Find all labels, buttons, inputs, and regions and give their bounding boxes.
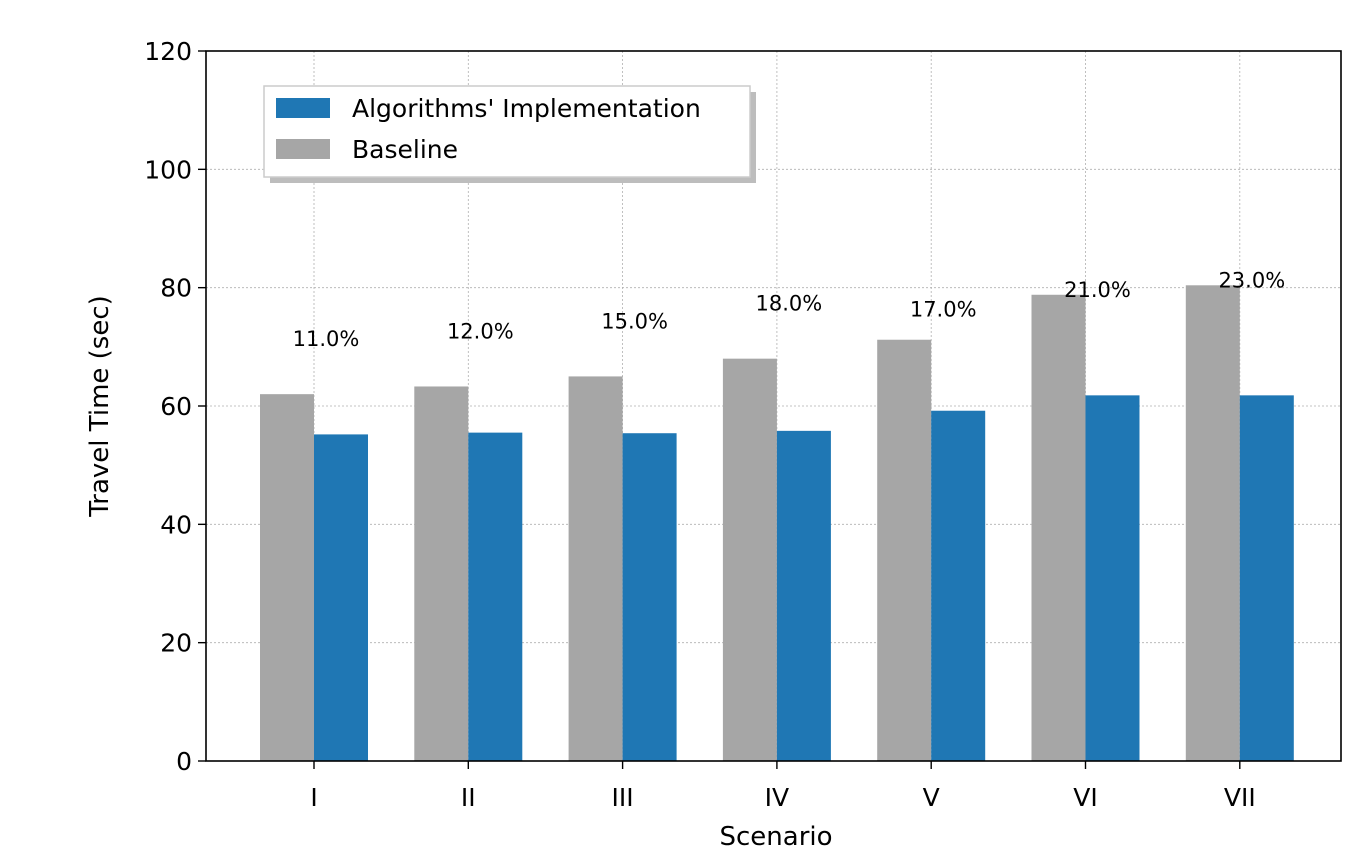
x-tick-label: VII <box>1224 783 1256 812</box>
bar-baseline <box>1031 294 1086 761</box>
x-tick-label: IV <box>765 783 789 812</box>
bar-baseline <box>722 358 777 761</box>
legend-swatch-algorithms-implementation <box>276 98 330 118</box>
y-tick-label: 60 <box>160 392 192 421</box>
bar-algorithms-implementation <box>1085 395 1140 761</box>
bar-percentage-label: 17.0% <box>910 298 977 322</box>
bar-percentage-label: 11.0% <box>293 327 360 351</box>
bar-percentage-label: 15.0% <box>601 309 668 333</box>
legend-label-baseline: Baseline <box>352 135 458 164</box>
bar-baseline <box>260 394 314 761</box>
x-tick-label: III <box>612 783 634 812</box>
y-tick-label: 40 <box>160 510 192 539</box>
y-tick-label: 20 <box>160 629 192 658</box>
legend: Algorithms' Implementation Baseline <box>263 85 756 183</box>
bar-percentage-label: 21.0% <box>1064 278 1131 302</box>
x-tick-label: II <box>461 783 476 812</box>
y-tick-label: 0 <box>176 747 192 776</box>
bar-algorithms-implementation <box>1239 395 1294 761</box>
y-tick-label: 80 <box>160 274 192 303</box>
bar-baseline <box>568 376 623 761</box>
legend-swatch-baseline <box>276 139 330 159</box>
bar-algorithms-implementation <box>931 410 986 761</box>
y-tick-label: 100 <box>144 155 192 184</box>
y-axis-title: Travel Time (sec) <box>85 295 115 518</box>
bar-baseline <box>877 339 932 761</box>
x-tick-label: VI <box>1073 783 1097 812</box>
x-axis-title: Scenario <box>719 822 832 850</box>
bar-labels: 11.0% 12.0% 15.0% 18.0% 17.0% 21.0% 23.0% <box>293 268 1286 351</box>
bars <box>260 285 1294 761</box>
bar-algorithms-implementation <box>776 430 831 761</box>
bar-baseline <box>414 386 469 761</box>
legend-label-algorithms-implementation: Algorithms' Implementation <box>352 94 701 123</box>
bar-algorithms-implementation <box>468 432 523 761</box>
bar-baseline <box>1185 285 1240 761</box>
x-tick-label: V <box>923 783 940 812</box>
bar-algorithms-implementation <box>314 434 368 761</box>
legend-box <box>263 85 751 178</box>
bar-percentage-label: 18.0% <box>756 292 823 316</box>
bar-percentage-label: 12.0% <box>447 319 514 343</box>
bar-algorithms-implementation <box>622 433 677 761</box>
bar-percentage-label: 23.0% <box>1218 268 1285 292</box>
x-tick-label: I <box>310 783 317 812</box>
y-tick-label: 120 <box>144 37 192 66</box>
